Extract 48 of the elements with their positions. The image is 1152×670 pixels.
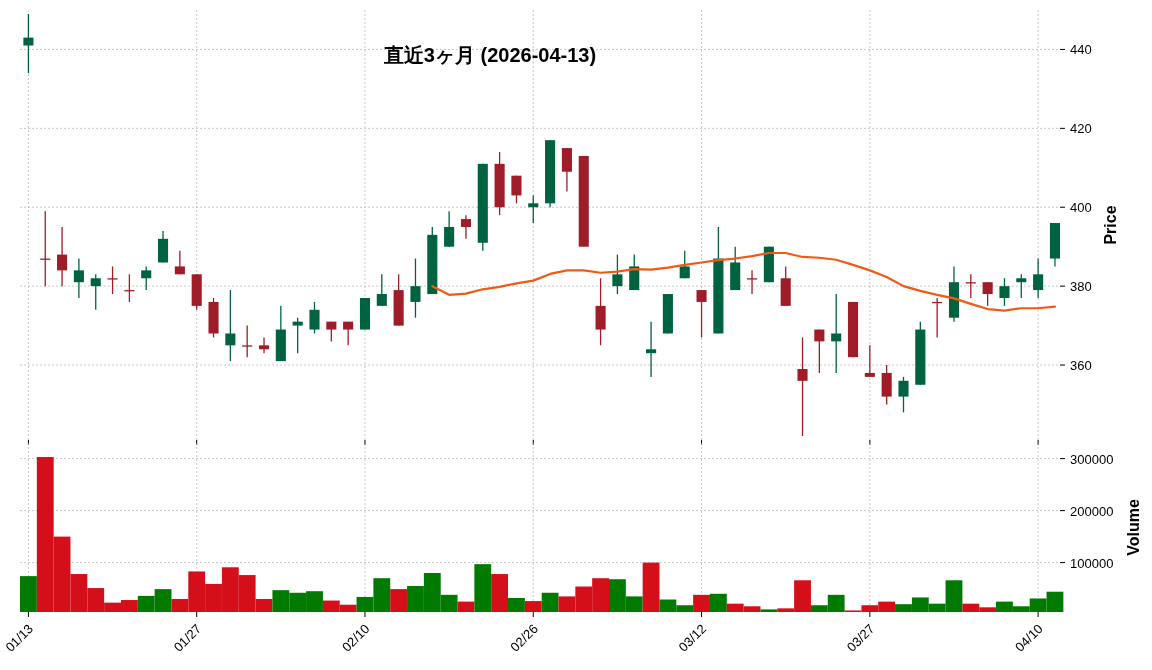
y-tick-label: 400: [1070, 200, 1092, 216]
candlestick: [679, 249, 690, 279]
y-tick-label: 200000: [1070, 503, 1114, 519]
y-tick-label: 300000: [1070, 451, 1114, 467]
candlestick: [864, 344, 875, 378]
candlestick: [646, 321, 657, 378]
candlestick: [999, 277, 1010, 307]
candlestick: [831, 293, 842, 374]
candlestick: [898, 376, 909, 414]
y-axis-title: Volume: [1125, 499, 1142, 556]
candlestick: [444, 210, 455, 248]
candlestick: [258, 336, 270, 354]
candlestick: [511, 175, 522, 204]
candlestick: [23, 13, 34, 74]
candlestick: [107, 265, 118, 295]
candlestick: [309, 301, 320, 335]
candlestick: [225, 289, 236, 362]
y-axis-title: Price: [1102, 205, 1119, 245]
candlestick: [292, 317, 303, 354]
candlestick: [376, 273, 387, 307]
candlestick: [528, 194, 539, 224]
candlestick: [1016, 273, 1027, 299]
candlestick: [982, 281, 993, 307]
candlestick: [1033, 257, 1044, 299]
candlestick: [242, 324, 253, 358]
candlestick: [57, 226, 68, 287]
candlestick: [746, 269, 758, 295]
text: 直近3ヶ月 (2026-04-13): [382, 44, 597, 66]
y-tick-label: 360: [1070, 358, 1092, 374]
candlestick: [595, 277, 606, 346]
candlestick: [797, 336, 808, 437]
candlestick: [965, 273, 976, 299]
candlestick: [460, 214, 471, 240]
candlestick: [410, 257, 421, 319]
candlestick: [696, 289, 707, 339]
candlestick: [561, 147, 572, 193]
candlestick: [814, 328, 825, 374]
y-tick-label: 420: [1070, 121, 1092, 137]
candlestick: [90, 273, 101, 311]
candlestick: [141, 265, 152, 291]
y-tick-label: 100000: [1070, 555, 1114, 571]
candlestick: [73, 257, 84, 299]
candlestick: [881, 364, 892, 406]
line-series: [431, 251, 1057, 312]
y-tick-label: 440: [1070, 42, 1092, 58]
candlestick: [157, 230, 169, 264]
candlestick: [612, 253, 623, 295]
y-tick-label: 380: [1070, 279, 1092, 295]
